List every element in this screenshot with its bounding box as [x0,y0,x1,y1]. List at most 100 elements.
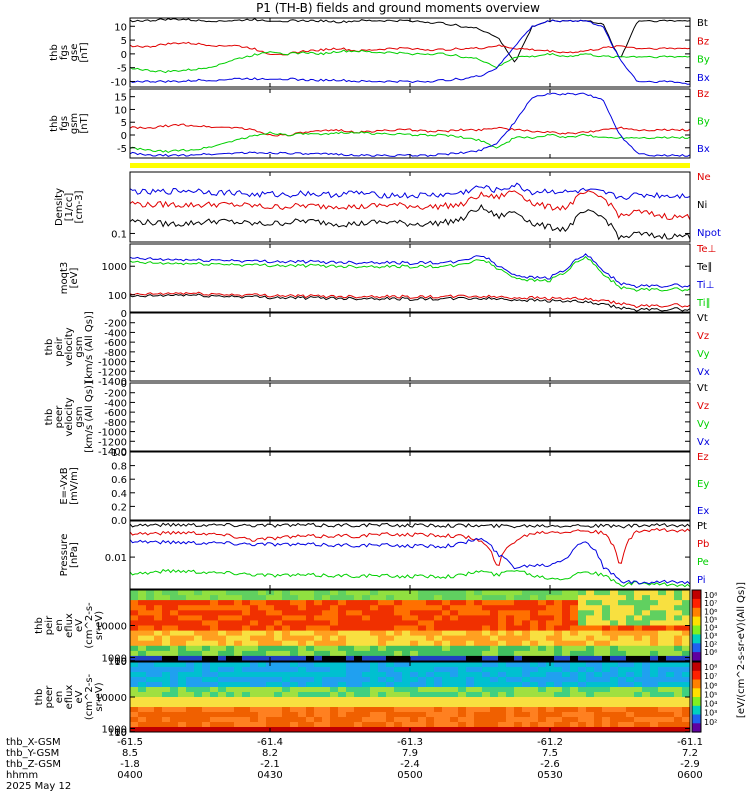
spectrogram-cell [482,655,491,662]
spectrogram-cell [314,615,323,621]
spectrogram-cell [146,677,155,683]
spectrogram-cell [186,722,195,728]
spectrogram-cell [378,595,387,601]
spectrogram-cell [674,677,683,683]
spectrogram-cell [218,600,227,606]
spectrogram-cell [626,662,635,668]
spectrogram-cell [650,630,659,637]
spectrogram-cell [178,672,187,678]
spectrogram-cell [330,707,339,713]
spectrogram-cell [218,635,227,642]
spectrogram-cell [498,610,507,616]
spectrogram-cell [146,645,155,652]
spectrogram-cell [130,717,139,723]
spectrogram-cell [642,650,651,657]
spectrogram-cell [130,667,139,673]
spectrogram-cell [394,630,403,637]
spectrogram-cell [426,697,435,703]
x-axis-value: -1.8 [120,759,140,770]
spectrogram-cell [490,635,499,642]
spectrogram-cell [418,615,427,621]
spectrogram-cell [130,662,139,668]
spectrogram-cell [138,717,147,723]
spectrogram-cell [610,662,619,668]
spectrogram-cell [434,687,443,693]
spectrogram-cell [346,662,355,668]
spectrogram-cell [362,712,371,718]
spectrogram-cell [394,640,403,647]
spectrogram-cell [298,625,307,632]
spectrogram-cell [442,707,451,713]
spectrogram-cell [650,717,659,723]
spectrogram-cell [498,635,507,642]
spectrogram-cell [578,640,587,647]
y-axis-label: [eV] [69,268,80,289]
spectrogram-cell [634,697,643,703]
spectrogram-cell [282,610,291,616]
spectrogram-cell [650,625,659,632]
spectrogram-cell [586,672,595,678]
spectrogram-cell [466,697,475,703]
spectrogram-cell [306,595,315,601]
spectrogram-cell [354,707,363,713]
spectrogram-cell [650,702,659,708]
spectrogram-cell [418,667,427,673]
spectrogram-cell [170,727,179,733]
spectrogram-cell [610,635,619,642]
spectrogram-cell [226,590,235,596]
spectrogram-cell [682,667,691,673]
spectrogram-cell [474,712,483,718]
spectrogram-cell [682,625,691,632]
spectrogram-cell [130,672,139,678]
spectrogram-cell [410,702,419,708]
spectrogram-cell [586,615,595,621]
spectrogram-cell [170,655,179,662]
colorbar-tick-label: 10⁷ [704,599,717,608]
legend-label-ne: Ne [697,172,711,183]
spectrogram-cell [338,655,347,662]
spectrogram-cell [610,610,619,616]
spectrogram-cell [386,702,395,708]
spectrogram-cell [266,610,275,616]
legend-label-bz: Bz [697,89,709,100]
colorbar-swatch [692,634,701,644]
spectrogram-cell [170,590,179,596]
panel-frame [129,17,691,88]
spectrogram-cell [458,662,467,668]
spectrogram-cell [674,610,683,616]
legend-label-by: By [697,55,710,66]
spectrogram-cell [554,727,563,733]
spectrogram-cell [634,590,643,596]
spectrogram-cell [346,655,355,662]
spectrogram-cell [258,712,267,718]
spectrogram-cell [274,620,283,626]
spectrogram-cell [658,620,667,626]
spectrogram-cell [394,707,403,713]
spectrogram-cell [266,692,275,698]
spectrogram-cell [666,692,675,698]
spectrogram-cell [378,677,387,683]
spectrogram-cell [218,610,227,616]
spectrogram-cell [634,722,643,728]
spectrogram-cell [586,605,595,611]
spectrogram-cell [682,677,691,683]
spectrogram-cell [682,697,691,703]
spectrogram-cell [282,655,291,662]
spectrogram-cell [562,707,571,713]
spectrogram-cell [218,595,227,601]
spectrogram-cell [162,672,171,678]
spectrogram-cell [538,707,547,713]
spectrogram-cell [450,610,459,616]
spectrogram-cell [394,702,403,708]
spectrogram-cell [546,707,555,713]
spectrogram-cell [586,717,595,723]
spectrogram-cell [402,702,411,708]
spectrogram-cell [202,667,211,673]
spectrogram-cell [554,630,563,637]
spectrogram-cell [570,630,579,637]
spectrogram-cell [426,625,435,632]
spectrogram-cell [258,640,267,647]
colorbar-tick-label: 10⁴ [704,700,717,709]
x-axis-row-label: thb_Z-GSM [6,759,61,770]
spectrogram-cell [314,650,323,657]
